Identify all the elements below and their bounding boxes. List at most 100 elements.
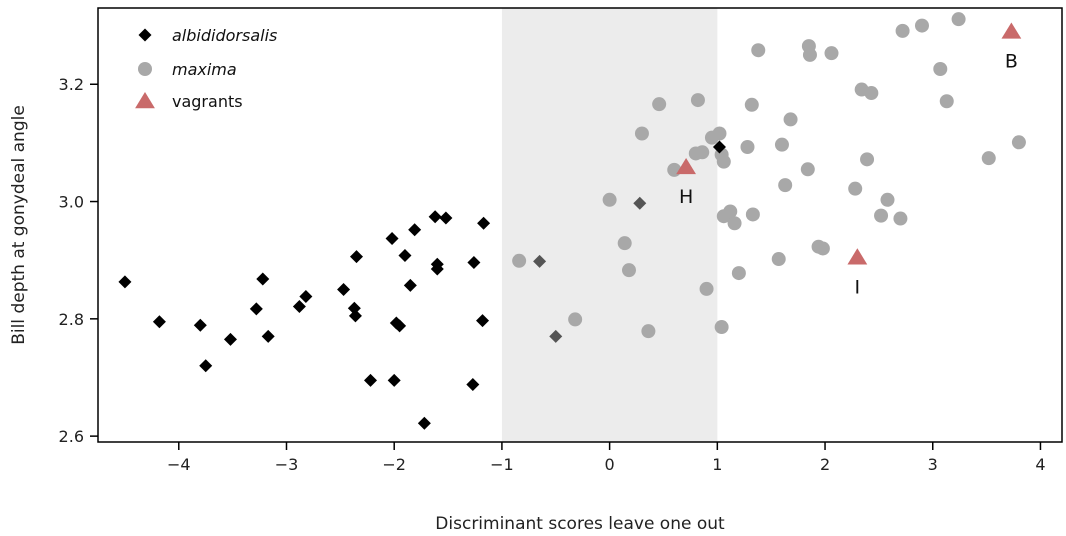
point-maxima: [914, 18, 929, 33]
point-maxima: [652, 97, 667, 112]
y-axis: 2.6 2.8 3.0 3.2: [59, 75, 98, 446]
point-maxima: [512, 253, 527, 268]
point-maxima: [690, 93, 705, 108]
y-tick-label: 3.2: [59, 75, 84, 94]
point-albididorsalis: [428, 210, 442, 224]
annotations: H I B: [679, 50, 1018, 298]
point-maxima: [815, 241, 830, 256]
y-tick-label: 3.0: [59, 193, 84, 212]
point-albididorsalis: [337, 283, 351, 297]
point-albididorsalis: [193, 318, 207, 332]
point-albididorsalis: [256, 272, 270, 286]
point-maxima: [874, 208, 889, 223]
point-albididorsalis: [430, 257, 444, 271]
point-albididorsalis: [477, 216, 491, 230]
x-tick-label: 1: [712, 455, 722, 474]
legend-label-maxima: maxima: [172, 60, 237, 79]
point-maxima: [622, 263, 637, 278]
point-series-1: [633, 196, 647, 210]
point-albididorsalis: [408, 223, 422, 237]
point-albididorsalis: [249, 302, 263, 316]
point-albididorsalis: [398, 248, 412, 262]
point-maxima: [864, 86, 879, 101]
shaded-region: [501, 8, 718, 442]
point-series-1: [549, 329, 563, 343]
point-albididorsalis: [466, 378, 480, 392]
point-maxima: [727, 216, 742, 231]
point-maxima: [716, 154, 731, 169]
point-maxima: [848, 181, 863, 196]
point-albididorsalis: [385, 231, 399, 245]
point-maxima: [712, 126, 727, 141]
point-albididorsalis: [364, 373, 378, 387]
y-tick-label: 2.6: [59, 427, 84, 446]
point-maxima: [740, 139, 755, 154]
legend-label-vagrants: vagrants: [172, 92, 243, 111]
point-albididorsalis: [118, 275, 132, 289]
legend-symbol-vagrants: [135, 92, 155, 109]
point-albididorsalis: [292, 300, 306, 314]
point-albididorsalis: [347, 301, 361, 315]
point-albididorsalis: [467, 256, 481, 270]
point-maxima: [634, 126, 649, 141]
plot-frame: [97, 7, 1063, 443]
point-maxima: [568, 312, 583, 327]
x-tick-label: 3: [928, 455, 938, 474]
point-maxima: [895, 23, 910, 38]
point-maxima: [744, 97, 759, 112]
point-maxima: [771, 252, 786, 267]
x-tick-label: 4: [1035, 455, 1045, 474]
x-axis-title: Discriminant scores leave one out: [435, 514, 725, 534]
x-tick-label: −3: [275, 455, 299, 474]
point-maxima: [778, 178, 793, 193]
x-tick-label: 0: [605, 455, 615, 474]
point-maxima: [893, 211, 908, 226]
legend: albididorsalis maxima vagrants: [135, 26, 277, 111]
point-maxima: [699, 281, 714, 296]
point-vagrants: [1001, 22, 1022, 39]
x-tick-label: −2: [382, 455, 406, 474]
point-maxima: [602, 192, 617, 207]
point-albididorsalis: [403, 278, 417, 292]
point-maxima: [860, 152, 875, 167]
x-axis: −4 −3 −2 −1 0 1 2 3 4: [167, 442, 1046, 474]
annotation-b: B: [1005, 50, 1018, 72]
point-maxima: [981, 151, 996, 166]
point-maxima: [745, 207, 760, 222]
point-maxima: [1011, 135, 1026, 150]
annotation-i: I: [855, 276, 861, 298]
point-maxima: [617, 236, 632, 251]
point-vagrants: [676, 157, 696, 175]
x-tick-label: −1: [490, 455, 514, 474]
point-maxima: [800, 162, 815, 177]
point-series-1: [533, 254, 547, 268]
point-vagrants: [847, 248, 868, 265]
point-maxima: [774, 137, 789, 152]
point-maxima: [933, 61, 948, 76]
point-albididorsalis: [261, 329, 275, 343]
points-layer: [118, 12, 1026, 430]
x-tick-label: −4: [167, 455, 191, 474]
point-maxima: [751, 43, 766, 58]
point-maxima: [824, 46, 839, 61]
point-maxima: [731, 266, 746, 281]
point-maxima: [939, 94, 954, 109]
point-maxima: [723, 204, 738, 219]
point-maxima: [951, 12, 966, 27]
y-tick-label: 2.8: [59, 310, 84, 329]
point-albididorsalis: [393, 319, 407, 333]
point-albididorsalis: [152, 315, 166, 329]
point-albididorsalis: [350, 250, 364, 264]
annotation-h: H: [679, 186, 693, 208]
point-maxima: [714, 320, 729, 335]
point-maxima: [641, 324, 656, 339]
y-axis-title: Bill depth at gonydeal angle: [9, 105, 29, 345]
legend-symbol-maxima: [138, 62, 152, 76]
point-maxima: [783, 112, 798, 127]
point-albididorsalis: [299, 290, 313, 304]
point-albididorsalis: [712, 140, 726, 154]
point-albididorsalis: [348, 309, 362, 323]
point-albididorsalis: [417, 416, 431, 430]
point-albididorsalis: [199, 359, 213, 373]
